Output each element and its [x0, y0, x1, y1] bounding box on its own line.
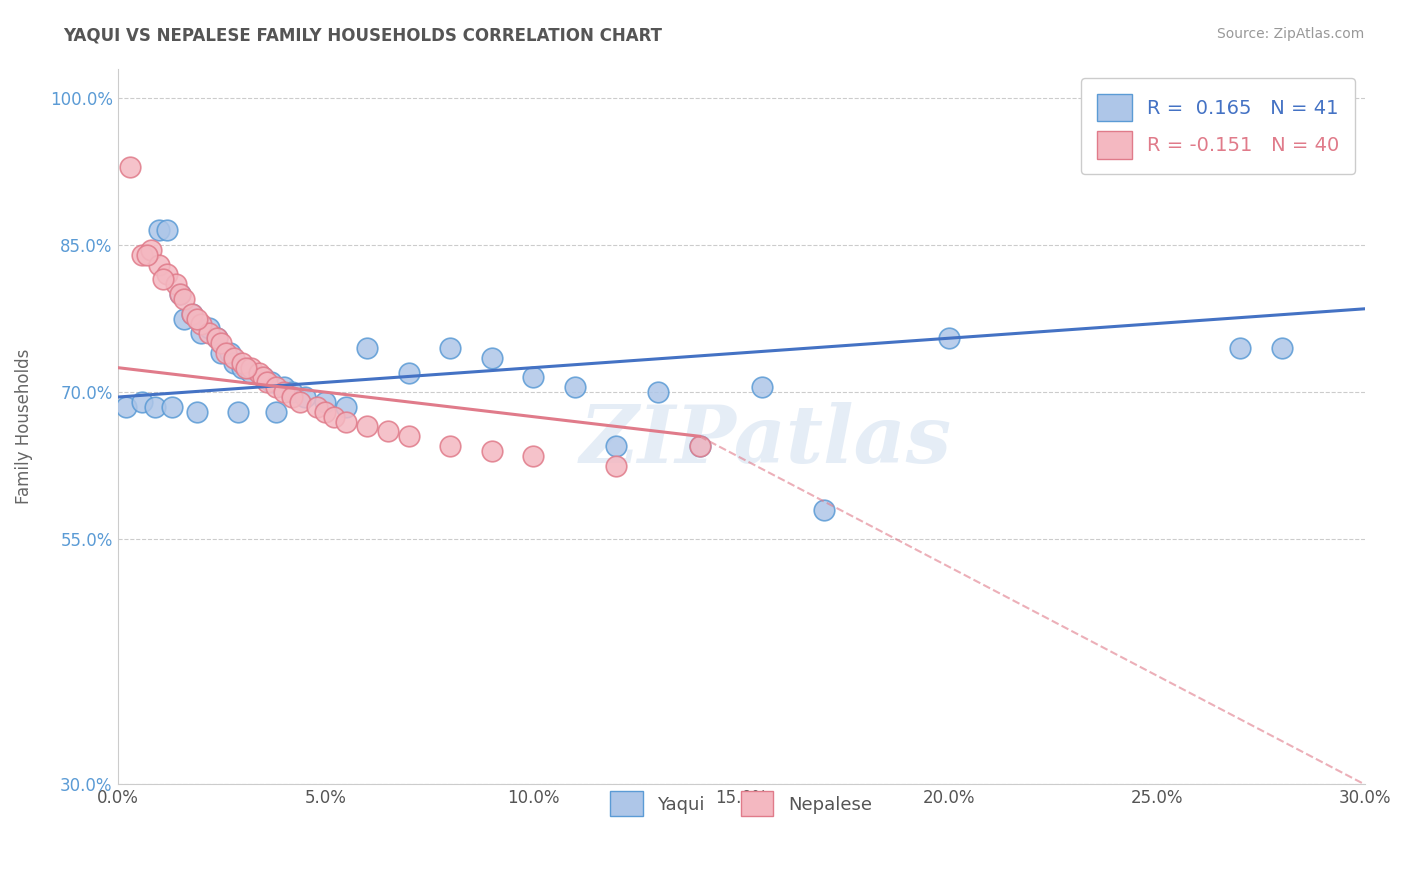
Point — [152, 272, 174, 286]
Point — [314, 395, 336, 409]
Point — [143, 400, 166, 414]
Legend: Yaqui, Nepalese: Yaqui, Nepalese — [602, 782, 882, 825]
Point — [115, 400, 138, 414]
Point — [139, 243, 162, 257]
Point — [322, 409, 344, 424]
Point — [356, 341, 378, 355]
Point — [169, 287, 191, 301]
Point — [131, 248, 153, 262]
Text: ZIPatlas: ZIPatlas — [581, 402, 952, 480]
Point — [398, 429, 420, 443]
Point — [264, 405, 287, 419]
Point — [398, 366, 420, 380]
Point — [605, 458, 627, 473]
Point — [356, 419, 378, 434]
Y-axis label: Family Households: Family Households — [15, 349, 32, 504]
Point — [148, 258, 170, 272]
Point — [273, 380, 295, 394]
Point — [564, 380, 586, 394]
Point — [290, 395, 312, 409]
Text: Source: ZipAtlas.com: Source: ZipAtlas.com — [1216, 27, 1364, 41]
Point — [439, 439, 461, 453]
Point — [222, 351, 245, 365]
Point — [226, 405, 249, 419]
Point — [211, 336, 233, 351]
Point — [281, 385, 304, 400]
Point — [231, 360, 253, 375]
Point — [335, 400, 357, 414]
Point — [169, 287, 191, 301]
Point — [256, 376, 278, 390]
Point — [273, 385, 295, 400]
Point — [214, 346, 236, 360]
Point — [481, 444, 503, 458]
Point — [173, 311, 195, 326]
Point — [181, 307, 204, 321]
Point — [938, 331, 960, 345]
Point — [165, 277, 187, 292]
Point — [207, 331, 229, 345]
Point — [239, 360, 262, 375]
Point — [522, 370, 544, 384]
Point — [605, 439, 627, 453]
Point — [156, 223, 179, 237]
Point — [160, 400, 183, 414]
Point — [647, 385, 669, 400]
Point — [198, 326, 221, 341]
Point — [260, 376, 283, 390]
Point — [181, 307, 204, 321]
Point — [439, 341, 461, 355]
Point — [239, 366, 262, 380]
Point — [314, 405, 336, 419]
Point — [235, 360, 257, 375]
Point — [522, 449, 544, 463]
Point — [118, 160, 141, 174]
Point — [813, 503, 835, 517]
Point — [252, 370, 274, 384]
Point — [156, 268, 179, 282]
Point — [689, 439, 711, 453]
Point — [264, 380, 287, 394]
Point — [148, 223, 170, 237]
Point — [190, 317, 212, 331]
Point — [186, 405, 208, 419]
Point — [131, 395, 153, 409]
Point — [173, 292, 195, 306]
Point — [207, 331, 229, 345]
Point — [1271, 341, 1294, 355]
Point — [481, 351, 503, 365]
Point — [247, 366, 270, 380]
Point — [135, 248, 157, 262]
Point — [252, 370, 274, 384]
Text: YAQUI VS NEPALESE FAMILY HOUSEHOLDS CORRELATION CHART: YAQUI VS NEPALESE FAMILY HOUSEHOLDS CORR… — [63, 27, 662, 45]
Point — [1229, 341, 1251, 355]
Point — [186, 311, 208, 326]
Point — [222, 356, 245, 370]
Point — [198, 321, 221, 335]
Point — [231, 356, 253, 370]
Point — [307, 400, 329, 414]
Point — [218, 346, 240, 360]
Point — [689, 439, 711, 453]
Point — [751, 380, 773, 394]
Point — [190, 326, 212, 341]
Point — [281, 390, 304, 404]
Point — [211, 346, 233, 360]
Point — [294, 390, 316, 404]
Point — [377, 425, 399, 439]
Point — [335, 415, 357, 429]
